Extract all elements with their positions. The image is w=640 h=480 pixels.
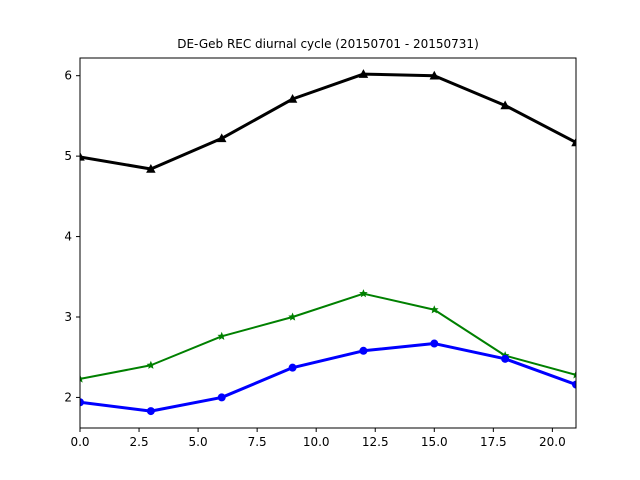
- series-2-point-4: [359, 346, 368, 355]
- x-tick-label-3: 7.5: [248, 435, 267, 449]
- series-2-point-1: [146, 407, 155, 416]
- series-0-line: [80, 72, 576, 171]
- y-tick-label-2: 4: [64, 230, 72, 244]
- chart-title: DE-Geb REC diurnal cycle (20150701 - 201…: [177, 37, 479, 51]
- series-1-point-5: [430, 305, 439, 314]
- series-0-point-6: [500, 100, 510, 110]
- series-0-point-7: [571, 137, 576, 147]
- x-tick-label-8: 20.0: [539, 435, 566, 449]
- axes-layer: 0.0 2.5 5.0 7.5 10.0 12.5 15.0 17.5 20.0 2 3 4 5 6: [64, 57, 577, 449]
- y-tick-label-4: 6: [64, 69, 72, 83]
- y-tick-label-1: 3: [64, 310, 72, 324]
- series-2-point-3: [288, 363, 297, 372]
- x-tick-label-4: 10.0: [303, 435, 330, 449]
- series-2-point-2: [217, 393, 226, 402]
- series-2-point-7: [572, 380, 576, 389]
- series-0-point-3: [287, 94, 298, 103]
- series-0-point-1: [146, 164, 156, 173]
- series-0-point-4: [358, 69, 369, 78]
- x-tick-label-6: 15.0: [421, 435, 448, 449]
- series-2-point-5: [430, 339, 439, 348]
- x-tick-label-1: 2.5: [130, 435, 149, 449]
- x-tick-label-0: 0.0: [70, 435, 89, 449]
- series-0-point-5: [429, 70, 440, 80]
- plot-frame: [79, 57, 577, 429]
- x-tick-label-5: 12.5: [362, 435, 389, 449]
- series-1-point-1: [146, 360, 156, 369]
- y-tick-label-3: 5: [64, 149, 72, 163]
- series-2-point-0: [80, 398, 84, 407]
- y-tick-label-0: 2: [64, 390, 72, 404]
- series-1-point-2: [217, 331, 226, 340]
- series-1-line: [80, 292, 576, 380]
- series-1-point-7: [571, 370, 576, 379]
- x-tick-label-2: 5.0: [189, 435, 208, 449]
- series-1-point-4: [359, 289, 368, 298]
- series-1-point-3: [288, 312, 297, 321]
- series-2-line: [80, 342, 576, 413]
- series-layer: [80, 69, 576, 416]
- series-0-point-0: [80, 151, 85, 161]
- series-0-point-2: [216, 133, 227, 143]
- x-tick-label-7: 17.5: [480, 435, 507, 449]
- series-2-point-6: [501, 354, 510, 363]
- series-1-point-0: [80, 374, 85, 383]
